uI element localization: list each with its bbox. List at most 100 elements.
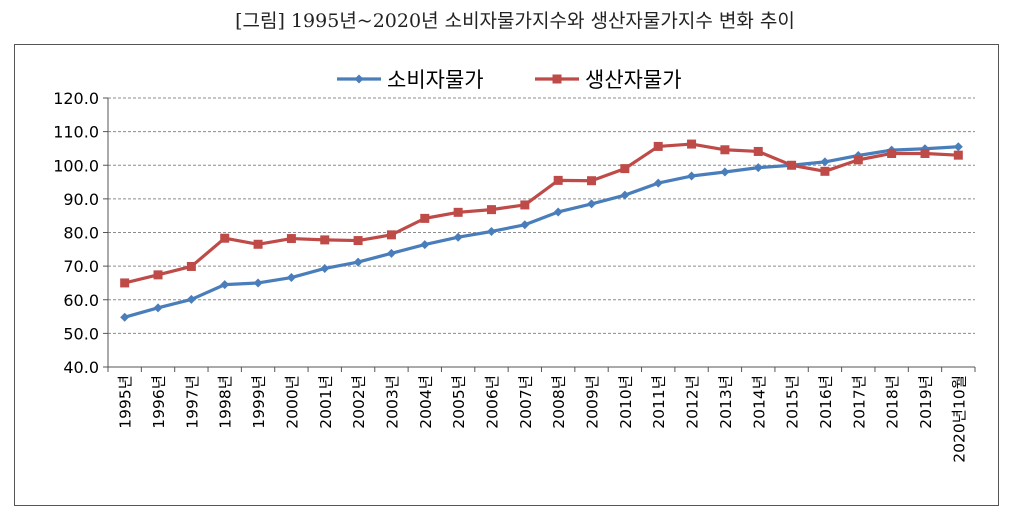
series-생산자물가	[120, 139, 963, 288]
data-point	[887, 148, 897, 158]
data-point	[186, 261, 196, 271]
data-point	[386, 248, 396, 258]
x-tick-label: 2018년	[884, 375, 902, 429]
x-tick-label: 2011년	[650, 375, 668, 429]
data-point	[653, 141, 663, 151]
x-tick-label: 2014년	[750, 375, 768, 429]
x-tick-label: 2015년	[784, 375, 802, 429]
data-point	[453, 207, 463, 217]
data-point	[420, 213, 430, 223]
x-tick-label: 2007년	[517, 375, 535, 429]
x-tick-label: 2017년	[850, 375, 868, 429]
x-tick-label: 2003년	[383, 375, 401, 429]
y-tick-label: 40.0	[63, 358, 99, 377]
data-point	[720, 145, 730, 155]
x-tick-label: 1995년	[117, 375, 135, 429]
axes	[103, 97, 976, 372]
data-point	[587, 199, 597, 209]
data-point	[320, 263, 330, 273]
x-tick-label: 2012년	[684, 375, 702, 429]
data-point	[787, 160, 797, 170]
x-tick-label: 2019년	[917, 375, 935, 429]
x-tick-label: 2020년10월	[950, 375, 968, 463]
x-tick-label: 1999년	[250, 375, 268, 429]
data-point	[153, 270, 163, 280]
y-tick-label: 120.0	[53, 89, 99, 108]
legend-item: 소비자물가	[337, 68, 484, 92]
data-point	[820, 166, 830, 176]
line-chart: 40.050.060.070.080.090.0100.0110.0120.0 …	[53, 68, 976, 463]
data-point	[853, 155, 863, 165]
data-point	[720, 167, 730, 177]
data-point	[553, 175, 563, 185]
data-point	[120, 278, 130, 288]
y-tick-label: 90.0	[63, 190, 99, 209]
data-point	[620, 190, 630, 200]
series-line	[124, 145, 959, 319]
legend-marker	[552, 74, 562, 84]
data-point	[286, 234, 296, 244]
data-point	[153, 303, 163, 313]
data-point	[353, 236, 363, 246]
x-tick-label: 2001년	[317, 375, 335, 429]
y-tick-label: 110.0	[53, 123, 99, 142]
legend: 소비자물가 생산자물가	[337, 68, 682, 92]
y-tick-label: 50.0	[63, 324, 99, 343]
x-axis-tick-labels: 1995년 1996년 1997년 1998년 1999년 2000년 2001년 2002년…	[117, 375, 969, 463]
y-tick-label: 60.0	[63, 291, 99, 310]
x-tick-label: 2010년	[617, 375, 635, 429]
data-point	[753, 146, 763, 156]
data-point	[353, 257, 363, 267]
series-line	[124, 142, 959, 285]
data-point	[553, 207, 563, 217]
x-tick-label: 1996년	[150, 375, 168, 429]
x-tick-label: 2009년	[584, 375, 602, 429]
x-tick-label: 2004년	[417, 375, 435, 429]
data-point	[653, 178, 663, 188]
data-point	[486, 226, 496, 236]
data-point	[453, 232, 463, 242]
data-point	[953, 142, 963, 152]
data-point	[253, 239, 263, 249]
data-point	[587, 176, 597, 186]
data-point	[220, 233, 230, 243]
y-tick-label: 70.0	[63, 257, 99, 276]
data-point	[820, 157, 830, 167]
chart-frame: 40.0 50.0 60.0 70.0 80.0 90.0 100.0 110.0 120.0 …	[14, 44, 999, 506]
y-tick-label: 100.0	[53, 156, 99, 175]
x-tick-label: 2016년	[817, 375, 835, 429]
data-point	[320, 235, 330, 245]
data-point	[687, 171, 697, 181]
x-tick-label: 1998년	[217, 375, 235, 429]
y-tick-label: 80.0	[63, 224, 99, 243]
x-tick-label: 2002년	[350, 375, 368, 429]
series-소비자물가	[120, 142, 963, 322]
gridlines	[108, 97, 975, 334]
legend-label: 생산자물가	[585, 68, 682, 92]
data-point	[420, 240, 430, 250]
data-point	[520, 200, 530, 210]
data-point	[753, 163, 763, 173]
data-point	[253, 278, 263, 288]
data-point	[186, 294, 196, 304]
data-point	[486, 205, 496, 215]
data-point	[386, 230, 396, 240]
x-tick-label: 2000년	[283, 375, 301, 429]
x-tick-label: 2013년	[717, 375, 735, 429]
legend-marker	[354, 74, 364, 84]
data-point	[687, 139, 697, 149]
series-lines	[120, 139, 963, 322]
x-tick-label: 2008년	[550, 375, 568, 429]
chart-title: [그림] 1995년~2020년 소비자물가지수와 생산자물가지수 변화 추이	[235, 10, 795, 32]
data-point	[920, 148, 930, 158]
data-point	[520, 220, 530, 230]
legend-item: 생산자물가	[535, 68, 682, 92]
data-point	[220, 280, 230, 290]
y-axis-tick-labels: 40.0 50.0 60.0 70.0 80.0 90.0 100.0 110.0 120.0	[53, 89, 99, 377]
data-point	[953, 150, 963, 160]
x-tick-label: 2005년	[450, 375, 468, 429]
x-tick-label: 1997년	[183, 375, 201, 429]
x-tick-label: 2006년	[483, 375, 501, 429]
data-point	[620, 164, 630, 174]
data-point	[120, 312, 130, 322]
